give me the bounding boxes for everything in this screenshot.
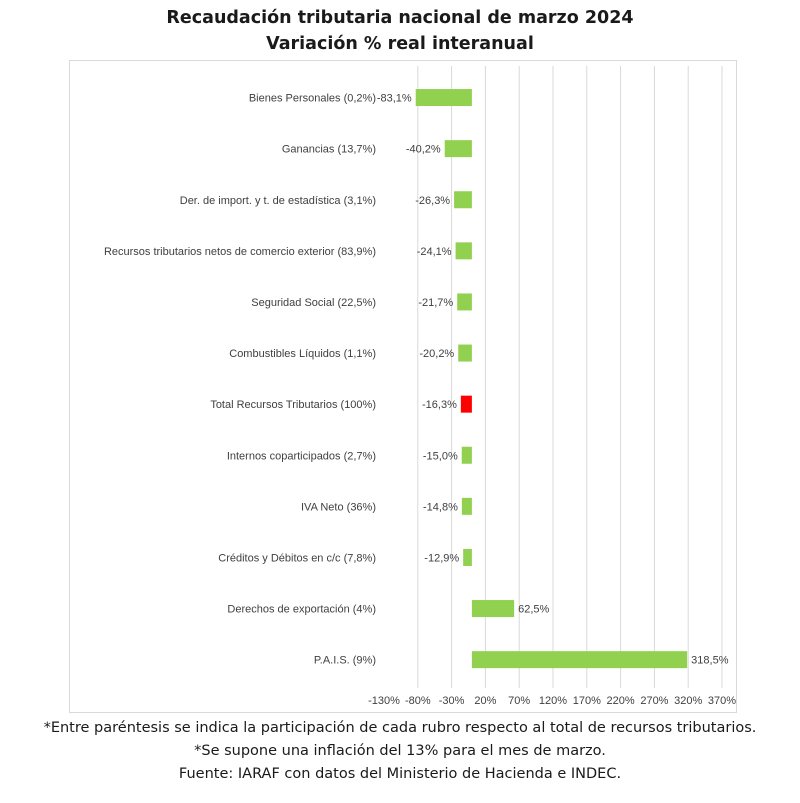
x-tick-label: 370%: [708, 695, 736, 707]
plot-frame: [69, 60, 737, 713]
category-label: Combustibles Líquidos (1,1%): [229, 348, 376, 360]
chart-subtitle: Variación % real interanual: [266, 34, 534, 54]
bar: [460, 395, 472, 413]
x-tick-label: 20%: [474, 695, 496, 707]
data-label: 62,5%: [518, 604, 549, 616]
bar: [471, 651, 688, 669]
x-tick-label: -80%: [405, 695, 431, 707]
bar: [461, 497, 472, 515]
data-label: -12,9%: [424, 552, 459, 564]
category-label: IVA Neto (36%): [301, 501, 376, 513]
data-label: -15,0%: [423, 450, 458, 462]
data-label: 318,5%: [691, 655, 729, 667]
bar: [457, 293, 472, 311]
bar: [455, 242, 472, 260]
bar: [461, 446, 472, 464]
category-label: Créditos y Débitos en c/c (7,8%): [218, 552, 376, 564]
category-label: Total Recursos Tributarios (100%): [210, 399, 376, 411]
x-tick-label: 220%: [607, 695, 635, 707]
category-label: Bienes Personales (0,2%): [249, 93, 376, 105]
data-label: -21,7%: [418, 297, 453, 309]
x-tick-label: 120%: [539, 695, 567, 707]
data-label: -16,3%: [422, 399, 457, 411]
x-tick-label: -30%: [439, 695, 465, 707]
category-label: Der. de import. y t. de estadística (3,1…: [180, 195, 376, 207]
data-label: -20,2%: [419, 348, 454, 360]
bar: [463, 548, 472, 566]
x-tick-label: 70%: [508, 695, 530, 707]
category-label: Seguridad Social (22,5%): [251, 297, 376, 309]
bar-chart: -130% -80% -30% 20% 70% 120% 170% 220% 270% 320% 3…: [104, 66, 736, 707]
x-tick-label: -130%: [368, 695, 400, 707]
data-label: -26,3%: [415, 195, 450, 207]
bar: [454, 191, 472, 209]
bar: [458, 344, 472, 362]
data-label: -24,1%: [417, 246, 452, 258]
category-label: Recursos tributarios netos de comercio e…: [104, 246, 376, 258]
category-label: Internos coparticipados (2,7%): [227, 450, 376, 462]
bar: [415, 89, 472, 107]
x-tick-label: 320%: [674, 695, 702, 707]
category-label: P.A.I.S. (9%): [314, 655, 376, 667]
bar: [471, 600, 515, 618]
chart-title: Recaudación tributaria nacional de marzo…: [166, 8, 634, 28]
x-tick-label: 270%: [640, 695, 668, 707]
data-label: -40,2%: [406, 144, 441, 156]
x-tick-label: 170%: [573, 695, 601, 707]
category-label: Ganancias (13,7%): [282, 144, 376, 156]
footnote-inflation: *Se supone una inflación del 13% para el…: [194, 743, 606, 759]
bar: [444, 140, 472, 158]
data-label: -83,1%: [377, 93, 412, 105]
footnote-participation: *Entre paréntesis se indica la participa…: [43, 720, 757, 736]
category-label: Derechos de exportación (4%): [227, 604, 376, 616]
data-label: -14,8%: [423, 501, 458, 513]
footnote-source: Fuente: IARAF con datos del Ministerio d…: [178, 766, 622, 782]
